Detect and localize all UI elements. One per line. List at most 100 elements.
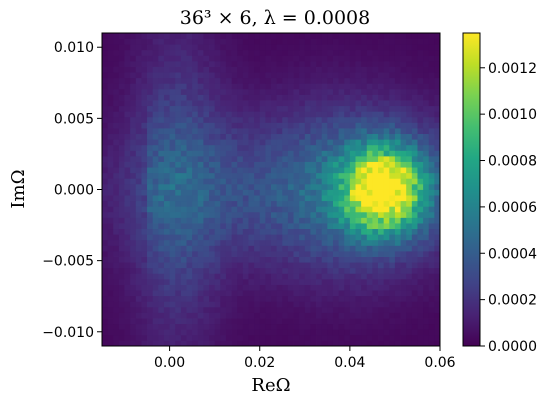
heatmap-cell	[361, 189, 368, 196]
heatmap-cell	[321, 139, 328, 146]
heatmap-cell	[327, 217, 334, 224]
heatmap-cell	[197, 290, 204, 297]
heatmap-cell	[225, 178, 232, 185]
heatmap-cell	[389, 161, 396, 168]
heatmap-cell	[158, 200, 165, 207]
heatmap-cell	[214, 111, 221, 118]
heatmap-cell	[259, 77, 266, 84]
heatmap-cell	[338, 189, 345, 196]
heatmap-cell	[130, 234, 137, 241]
heatmap-cell	[118, 334, 125, 341]
heatmap-cell	[411, 189, 418, 196]
heatmap-cell	[169, 167, 176, 174]
heatmap-cell	[276, 217, 283, 224]
heatmap-cell	[242, 111, 249, 118]
heatmap-cell	[220, 312, 227, 319]
heatmap-cell	[242, 161, 249, 168]
heatmap-cell	[163, 128, 170, 135]
heatmap-cell	[276, 128, 283, 135]
heatmap-cell	[293, 111, 300, 118]
heatmap-cell	[366, 295, 373, 302]
heatmap-cell	[282, 44, 289, 51]
heatmap-cell	[254, 211, 261, 218]
heatmap-cell	[209, 189, 216, 196]
heatmap-cell	[423, 83, 430, 90]
heatmap-cell	[124, 178, 131, 185]
heatmap-cell	[220, 161, 227, 168]
heatmap-cell	[417, 172, 424, 179]
heatmap-cell	[282, 116, 289, 123]
heatmap-cell	[310, 195, 317, 202]
heatmap-cell	[406, 301, 413, 308]
heatmap-cell	[366, 323, 373, 330]
heatmap-cell	[130, 38, 137, 45]
heatmap-cell	[276, 49, 283, 56]
heatmap-cell	[147, 111, 154, 118]
heatmap-cell	[276, 116, 283, 123]
heatmap-cell	[265, 195, 272, 202]
heatmap-cell	[332, 256, 339, 263]
heatmap-cell	[428, 217, 435, 224]
heatmap-cell	[378, 245, 385, 252]
heatmap-cell	[271, 150, 278, 157]
heatmap-cell	[220, 256, 227, 263]
heatmap-cell	[434, 340, 441, 347]
heatmap-cell	[366, 155, 373, 162]
heatmap-cell	[417, 111, 424, 118]
heatmap-cell	[147, 105, 154, 112]
heatmap-cell	[417, 273, 424, 280]
heatmap-cell	[400, 66, 407, 73]
heatmap-cell	[130, 88, 137, 95]
heatmap-cell	[411, 66, 418, 73]
heatmap-cell	[304, 295, 311, 302]
heatmap-cell	[321, 239, 328, 246]
heatmap-cell	[406, 144, 413, 151]
heatmap-cell	[141, 195, 148, 202]
heatmap-cell	[242, 94, 249, 101]
heatmap-cell	[282, 267, 289, 274]
heatmap-cell	[225, 245, 232, 252]
heatmap-cell	[344, 256, 351, 263]
heatmap-cell	[366, 167, 373, 174]
heatmap-cell	[237, 195, 244, 202]
heatmap-cell	[299, 178, 306, 185]
heatmap-cell	[102, 250, 109, 257]
heatmap-cell	[186, 217, 193, 224]
heatmap-cell	[147, 334, 154, 341]
heatmap-cell	[276, 100, 283, 107]
heatmap-cell	[147, 250, 154, 257]
heatmap-cell	[332, 189, 339, 196]
heatmap-cell	[282, 340, 289, 347]
heatmap-cell	[321, 284, 328, 291]
heatmap-cell	[332, 139, 339, 146]
heatmap-cell	[124, 167, 131, 174]
heatmap-cell	[338, 100, 345, 107]
heatmap-cell	[242, 77, 249, 84]
heatmap-cell	[271, 116, 278, 123]
heatmap-cell	[423, 228, 430, 235]
heatmap-cell	[310, 60, 317, 67]
heatmap-cell	[332, 318, 339, 325]
heatmap-cell	[338, 144, 345, 151]
heatmap-cell	[175, 172, 182, 179]
heatmap-cell	[406, 200, 413, 207]
heatmap-cell	[248, 72, 255, 79]
heatmap-cell	[293, 167, 300, 174]
heatmap-cell	[321, 228, 328, 235]
heatmap-cell	[113, 116, 120, 123]
heatmap-cell	[366, 262, 373, 269]
heatmap-cell	[102, 290, 109, 297]
heatmap-cell	[237, 33, 244, 39]
heatmap-cell	[175, 111, 182, 118]
heatmap-cell	[192, 161, 199, 168]
heatmap-cell	[310, 245, 317, 252]
heatmap-cell	[366, 183, 373, 190]
heatmap-cell	[349, 239, 356, 246]
heatmap-cell	[349, 55, 356, 62]
heatmap-cell	[282, 228, 289, 235]
heatmap-cell	[124, 318, 131, 325]
heatmap-cell	[372, 72, 379, 79]
heatmap-cell	[394, 262, 401, 269]
heatmap-cell	[214, 161, 221, 168]
heatmap-cell	[265, 211, 272, 218]
